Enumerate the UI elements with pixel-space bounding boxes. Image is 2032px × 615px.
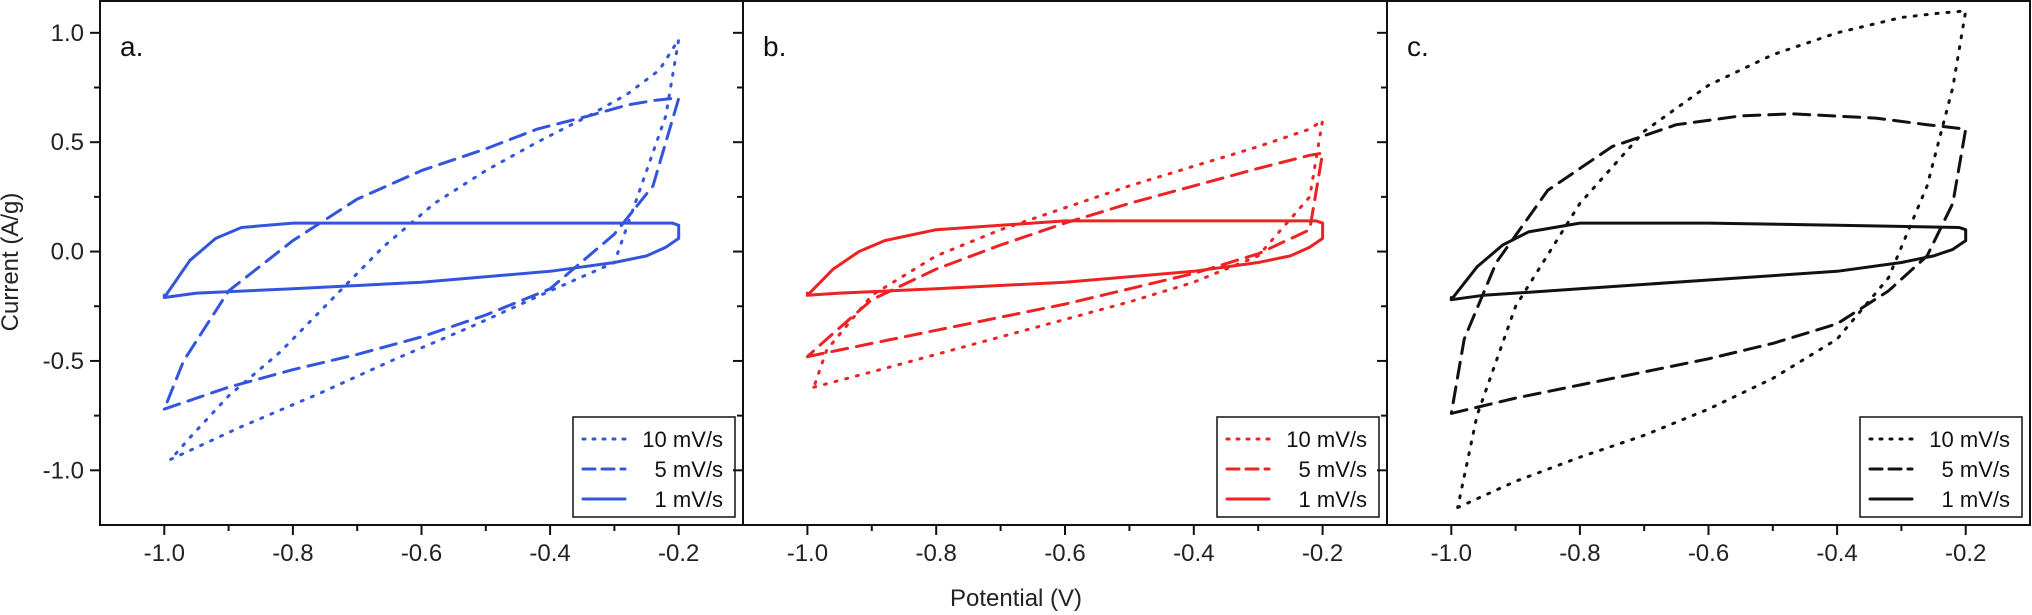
legend-label: 1 mV/s: [1942, 487, 2010, 512]
legend-label: 5 mV/s: [1299, 457, 1367, 482]
legend: 10 mV/s 5 mV/s 1 mV/s: [572, 416, 736, 518]
legend-label: 10 mV/s: [1929, 427, 2010, 452]
x-tick-label: -0.4: [529, 540, 570, 567]
series-line-5-mv-s: [162, 96, 681, 411]
legend-label: 10 mV/s: [1286, 427, 1367, 452]
x-tick-label: -0.6: [401, 540, 442, 567]
x-tick-label: -1.0: [144, 540, 185, 567]
x-tick-label: -0.6: [1688, 540, 1729, 567]
x-tick-label: -1.0: [787, 540, 828, 567]
x-tick-label: -0.8: [1559, 540, 1600, 567]
x-tick-label: -0.4: [1173, 540, 1214, 567]
x-tick-label: -0.8: [916, 540, 957, 567]
legend-label: 1 mV/s: [1299, 487, 1367, 512]
x-tick-label: -0.6: [1044, 540, 1085, 567]
legend-label: 1 mV/s: [655, 487, 723, 512]
series-line-5-mv-s: [805, 151, 1325, 359]
series-line-10-mv-s: [812, 118, 1325, 389]
chart-panel-b: -1.0 -0.8 -0.6 -0.4 -0.2 b. 10 mV/s 5 mV/s 1 mV/…: [733, 0, 1388, 567]
y-tick-label: 0.5: [51, 129, 84, 156]
legend-label: 5 mV/s: [1942, 457, 2010, 482]
y-tick-label: 1.0: [51, 20, 84, 47]
y-tick-label: -1.0: [43, 457, 84, 484]
panel-label: c.: [1407, 31, 1429, 62]
series-line-1-mv-s: [805, 219, 1325, 297]
legend-label: 5 mV/s: [655, 457, 723, 482]
series-line-1-mv-s: [1449, 221, 1968, 302]
x-tick-label: -0.2: [1302, 540, 1343, 567]
x-tick-label: -0.2: [1945, 540, 1986, 567]
chart-panel-c: -1.0 -0.8 -0.6 -0.4 -0.2 c. 10 mV/s 5 mV/s 1 mV/…: [1377, 0, 2031, 567]
legend: 10 mV/s 5 mV/s 1 mV/s: [1859, 416, 2023, 518]
x-axis-title: Potential (V): [950, 585, 1082, 612]
series-line-10-mv-s: [1456, 9, 1968, 509]
chart-panel-a: -1.0 -0.8 -0.6 -0.4 -0.2 -1.0 -0.5 0.0 0.5 1.0 a. 1…: [43, 0, 744, 567]
x-tick-label: -0.2: [658, 540, 699, 567]
y-tick-label: -0.5: [43, 348, 84, 375]
panel-label: a.: [120, 31, 143, 62]
series-line-10-mv-s: [169, 37, 681, 461]
series-line-5-mv-s: [1449, 112, 1968, 415]
x-tick-label: -0.8: [272, 540, 313, 567]
series-line-1-mv-s: [162, 221, 681, 299]
legend-label: 10 mV/s: [642, 427, 723, 452]
panel-label: b.: [763, 31, 786, 62]
legend: 10 mV/s 5 mV/s 1 mV/s: [1216, 416, 1380, 518]
y-tick-label: 0.0: [51, 239, 84, 266]
chart-panels: -1.0 -0.8 -0.6 -0.4 -0.2 -1.0 -0.5 0.0 0.5 1.0 a. 1…: [43, 0, 2031, 567]
y-axis-title: Current (A/g): [0, 193, 24, 332]
x-tick-label: -0.4: [1816, 540, 1857, 567]
x-tick-label: -1.0: [1431, 540, 1472, 567]
